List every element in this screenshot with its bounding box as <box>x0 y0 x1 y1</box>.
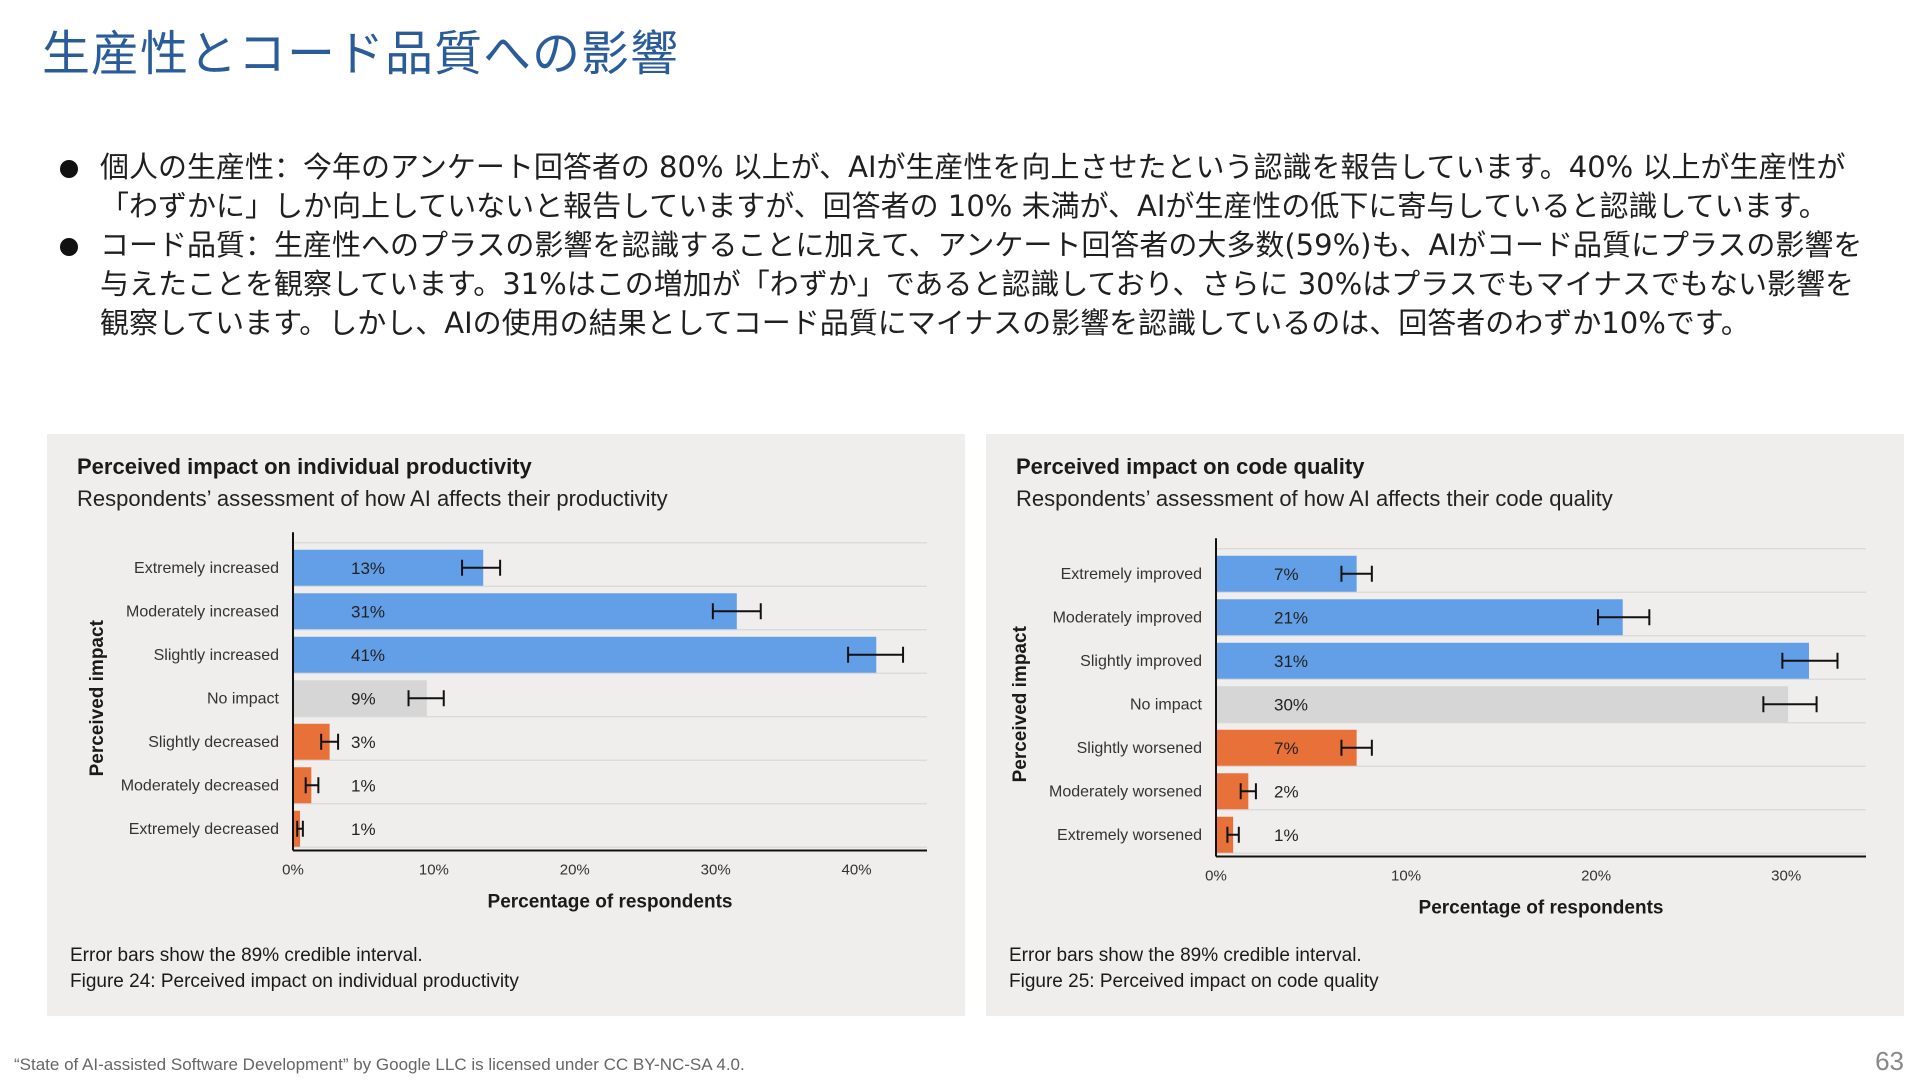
y-axis-label: Perceived impact <box>1010 625 1031 782</box>
bullet-icon <box>60 238 78 256</box>
category-label: Slightly worsened <box>1077 740 1202 757</box>
category-label: Extremely decreased <box>129 821 279 838</box>
bar-slightly-worsened <box>1216 729 1357 766</box>
bar-moderately-decreased <box>293 767 312 804</box>
x-tick-label: 0% <box>1205 868 1227 885</box>
value-label: 1% <box>351 776 376 795</box>
value-label: 13% <box>351 559 385 578</box>
x-tick-label: 10% <box>1391 868 1421 885</box>
x-tick-label: 30% <box>1771 868 1801 885</box>
value-label: 31% <box>1274 652 1308 671</box>
value-label: 21% <box>1274 608 1308 627</box>
bar-slightly-improved <box>1216 642 1809 679</box>
x-tick-label: 30% <box>701 862 731 879</box>
value-label: 7% <box>1274 739 1299 758</box>
bar-extremely-worsened <box>1216 816 1234 853</box>
category-label: No impact <box>207 690 280 707</box>
code-quality-chart-panel: Perceived impact on code quality Responde… <box>986 434 1904 1016</box>
bullet-icon <box>60 160 78 178</box>
x-axis-label: Percentage of respondents <box>488 892 733 913</box>
category-label: Moderately increased <box>126 603 279 620</box>
bar-no-impact <box>293 680 427 717</box>
license-footer: “State of AI-assisted Software Developme… <box>14 1055 745 1074</box>
chart-note: Error bars show the 89% credible interva… <box>1009 945 1362 966</box>
category-label: Slightly improved <box>1080 653 1202 670</box>
value-label: 41% <box>351 646 385 665</box>
slide-title: 生産性とコード品質への影響 <box>42 26 680 82</box>
bar-extremely-increased <box>293 549 484 586</box>
bar-moderately-improved <box>1216 599 1623 636</box>
value-label: 30% <box>1274 695 1308 714</box>
chart-subtitle: Respondents’ assessment of how AI affect… <box>1016 486 1613 511</box>
y-axis-label: Perceived impact <box>87 619 108 776</box>
value-label: 2% <box>1274 782 1299 801</box>
category-label: No impact <box>1130 696 1203 713</box>
productivity-chart-panel: Perceived impact on individual productiv… <box>47 434 965 1016</box>
chart-subtitle: Respondents’ assessment of how AI affect… <box>77 486 668 511</box>
x-axis-label: Percentage of respondents <box>1419 898 1664 919</box>
value-label: 1% <box>351 820 376 839</box>
bar-moderately-increased <box>293 593 737 630</box>
bar-extremely-improved <box>1216 555 1357 592</box>
productivity-chart: Perceived impact on individual productiv… <box>70 454 927 992</box>
page-number: 63 <box>1875 1046 1904 1076</box>
bullet-text: コード品質：生産性へのプラスの影響を認識することに加えて、アンケート回答者の大多… <box>100 228 1863 340</box>
code-quality-chart: Perceived impact on code quality Responde… <box>1009 454 1866 992</box>
value-label: 31% <box>351 602 385 621</box>
category-label: Slightly decreased <box>148 734 279 751</box>
category-label: Extremely improved <box>1061 566 1202 583</box>
category-label: Slightly increased <box>154 647 279 664</box>
bullet-list: 個人の生産性：今年のアンケート回答者の 80% 以上が、AIが生産性を向上させた… <box>56 148 1876 343</box>
figure-caption: Figure 24: Perceived impact on individua… <box>70 971 519 992</box>
category-label: Extremely increased <box>134 560 279 577</box>
value-label: 1% <box>1274 826 1299 845</box>
bullet-text: 個人の生産性：今年のアンケート回答者の 80% 以上が、AIが生産性を向上させた… <box>100 150 1846 223</box>
x-tick-label: 20% <box>560 862 590 879</box>
value-label: 3% <box>351 733 376 752</box>
chart-title: Perceived impact on individual productiv… <box>77 454 533 479</box>
figure-caption: Figure 25: Perceived impact on code qual… <box>1009 971 1379 992</box>
x-tick-label: 10% <box>419 862 449 879</box>
category-label: Moderately worsened <box>1049 783 1202 800</box>
category-label: Moderately decreased <box>121 777 279 794</box>
value-label: 9% <box>351 689 376 708</box>
bar-slightly-increased <box>293 636 877 673</box>
x-tick-label: 0% <box>282 862 304 879</box>
bullet-productivity: 個人の生産性：今年のアンケート回答者の 80% 以上が、AIが生産性を向上させた… <box>56 148 1876 226</box>
value-label: 7% <box>1274 565 1299 584</box>
category-label: Extremely worsened <box>1057 827 1202 844</box>
bar-no-impact <box>1216 686 1789 723</box>
chart-title: Perceived impact on code quality <box>1016 454 1365 479</box>
bullet-code-quality: コード品質：生産性へのプラスの影響を認識することに加えて、アンケート回答者の大多… <box>56 226 1876 343</box>
chart-note: Error bars show the 89% credible interva… <box>70 945 423 966</box>
x-tick-label: 20% <box>1581 868 1611 885</box>
category-label: Moderately improved <box>1053 609 1202 626</box>
x-tick-label: 40% <box>842 862 872 879</box>
